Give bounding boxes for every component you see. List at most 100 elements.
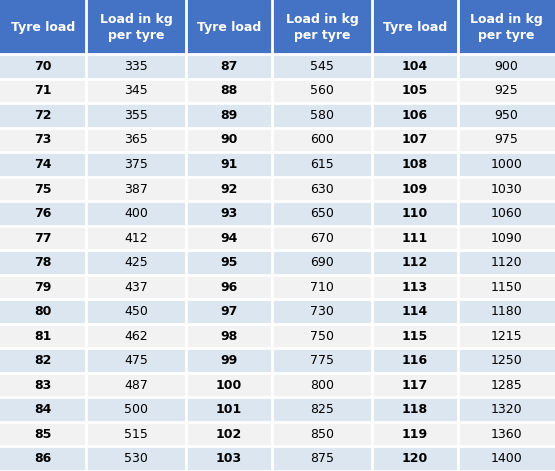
Bar xyxy=(186,250,272,275)
Bar xyxy=(186,447,272,471)
Bar xyxy=(272,250,372,275)
Bar xyxy=(0,447,86,471)
Text: 600: 600 xyxy=(310,133,334,146)
Bar xyxy=(86,79,186,103)
Text: 630: 630 xyxy=(310,183,334,195)
Bar xyxy=(372,422,458,447)
Bar xyxy=(458,447,555,471)
Bar xyxy=(458,300,555,324)
Text: 387: 387 xyxy=(124,183,148,195)
Text: 900: 900 xyxy=(495,60,518,73)
Bar xyxy=(0,128,86,152)
Bar xyxy=(272,275,372,300)
Bar xyxy=(272,349,372,373)
Text: 462: 462 xyxy=(124,330,148,342)
Bar xyxy=(86,349,186,373)
Bar xyxy=(86,128,186,152)
Bar xyxy=(186,103,272,128)
Text: 89: 89 xyxy=(220,109,238,122)
Bar xyxy=(86,275,186,300)
Text: Load in kg
per tyre: Load in kg per tyre xyxy=(470,13,543,41)
Bar xyxy=(0,103,86,128)
Text: 515: 515 xyxy=(124,428,148,441)
Bar xyxy=(272,398,372,422)
Text: 335: 335 xyxy=(124,60,148,73)
Bar xyxy=(372,373,458,398)
Text: 950: 950 xyxy=(495,109,518,122)
Text: 74: 74 xyxy=(34,158,52,171)
Text: 111: 111 xyxy=(402,232,428,244)
Text: 670: 670 xyxy=(310,232,334,244)
Text: 1060: 1060 xyxy=(491,207,522,220)
Bar xyxy=(0,79,86,103)
Text: Tyre load: Tyre load xyxy=(11,21,75,33)
Bar xyxy=(186,349,272,373)
Text: 530: 530 xyxy=(124,452,148,465)
Text: Tyre load: Tyre load xyxy=(197,21,261,33)
Bar xyxy=(186,177,272,201)
Text: 775: 775 xyxy=(310,354,334,367)
Bar xyxy=(458,201,555,226)
Text: 113: 113 xyxy=(402,281,428,293)
Bar xyxy=(372,398,458,422)
Bar xyxy=(186,422,272,447)
Bar xyxy=(372,177,458,201)
Bar xyxy=(186,54,272,79)
Bar xyxy=(372,201,458,226)
Text: 500: 500 xyxy=(124,403,148,416)
Bar xyxy=(86,152,186,177)
Bar xyxy=(272,54,372,79)
Bar xyxy=(458,128,555,152)
Text: 400: 400 xyxy=(124,207,148,220)
Text: 710: 710 xyxy=(310,281,334,293)
Text: 117: 117 xyxy=(402,379,428,392)
Text: 71: 71 xyxy=(34,84,52,97)
Text: 437: 437 xyxy=(124,281,148,293)
Bar xyxy=(372,324,458,349)
Bar xyxy=(458,324,555,349)
Text: 96: 96 xyxy=(220,281,238,293)
Text: 83: 83 xyxy=(34,379,52,392)
Bar xyxy=(86,398,186,422)
Bar xyxy=(0,349,86,373)
Bar xyxy=(86,103,186,128)
Text: 1000: 1000 xyxy=(491,158,522,171)
Text: 106: 106 xyxy=(402,109,428,122)
Text: 75: 75 xyxy=(34,183,52,195)
Bar xyxy=(86,300,186,324)
Text: 800: 800 xyxy=(310,379,334,392)
Text: 118: 118 xyxy=(402,403,428,416)
Bar xyxy=(0,177,86,201)
Text: 1250: 1250 xyxy=(491,354,522,367)
Bar xyxy=(272,226,372,250)
Bar xyxy=(458,0,555,54)
Text: 94: 94 xyxy=(220,232,238,244)
Text: 1120: 1120 xyxy=(491,256,522,269)
Bar xyxy=(458,398,555,422)
Text: 84: 84 xyxy=(34,403,52,416)
Text: 1400: 1400 xyxy=(491,452,522,465)
Text: 545: 545 xyxy=(310,60,334,73)
Text: 99: 99 xyxy=(220,354,238,367)
Bar xyxy=(0,0,86,54)
Bar xyxy=(458,152,555,177)
Bar xyxy=(458,250,555,275)
Bar xyxy=(272,422,372,447)
Bar xyxy=(86,54,186,79)
Bar xyxy=(0,226,86,250)
Bar xyxy=(372,0,458,54)
Text: 1090: 1090 xyxy=(491,232,522,244)
Text: 93: 93 xyxy=(220,207,238,220)
Text: 412: 412 xyxy=(124,232,148,244)
Bar xyxy=(458,422,555,447)
Bar xyxy=(0,324,86,349)
Text: 730: 730 xyxy=(310,305,334,318)
Bar xyxy=(186,373,272,398)
Text: 112: 112 xyxy=(402,256,428,269)
Bar xyxy=(458,226,555,250)
Text: 650: 650 xyxy=(310,207,334,220)
Text: 375: 375 xyxy=(124,158,148,171)
Text: 615: 615 xyxy=(310,158,334,171)
Text: 560: 560 xyxy=(310,84,334,97)
Text: 98: 98 xyxy=(220,330,238,342)
